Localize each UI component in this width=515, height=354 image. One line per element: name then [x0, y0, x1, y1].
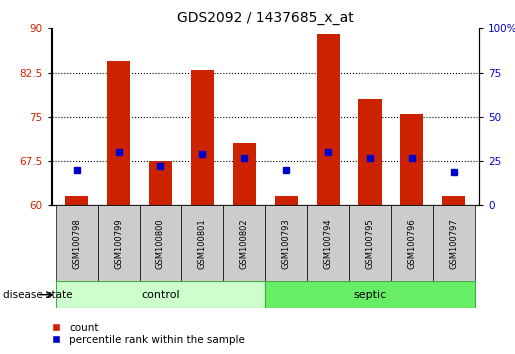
Bar [140, 205, 181, 281]
Bar [265, 205, 307, 281]
Bar [433, 205, 475, 281]
Text: disease state: disease state [3, 290, 72, 300]
Bar [181, 205, 224, 281]
Bar [56, 205, 98, 281]
Bar [265, 281, 475, 308]
Text: GSM100802: GSM100802 [240, 218, 249, 269]
Bar [274, 196, 298, 205]
Bar [98, 205, 140, 281]
Bar [391, 205, 433, 281]
Text: GSM100795: GSM100795 [366, 218, 374, 269]
Legend: count, percentile rank within the sample: count, percentile rank within the sample [41, 318, 249, 349]
Bar [307, 205, 349, 281]
Title: GDS2092 / 1437685_x_at: GDS2092 / 1437685_x_at [177, 11, 354, 24]
Text: GSM100800: GSM100800 [156, 218, 165, 269]
Text: GSM100794: GSM100794 [323, 218, 333, 269]
Text: GSM100801: GSM100801 [198, 218, 207, 269]
Text: GSM100797: GSM100797 [449, 218, 458, 269]
Text: control: control [141, 290, 180, 300]
Text: septic: septic [353, 290, 387, 300]
Bar [224, 205, 265, 281]
Text: GSM100799: GSM100799 [114, 218, 123, 269]
Bar [233, 143, 256, 205]
Bar [56, 281, 265, 308]
Bar [107, 61, 130, 205]
Bar [65, 196, 88, 205]
Bar [358, 99, 382, 205]
Bar [400, 114, 423, 205]
Bar [149, 161, 172, 205]
Bar [191, 70, 214, 205]
Bar [317, 34, 339, 205]
Text: GSM100796: GSM100796 [407, 218, 417, 269]
Bar [442, 196, 466, 205]
Text: GSM100793: GSM100793 [282, 218, 290, 269]
Bar [349, 205, 391, 281]
Text: GSM100798: GSM100798 [72, 218, 81, 269]
